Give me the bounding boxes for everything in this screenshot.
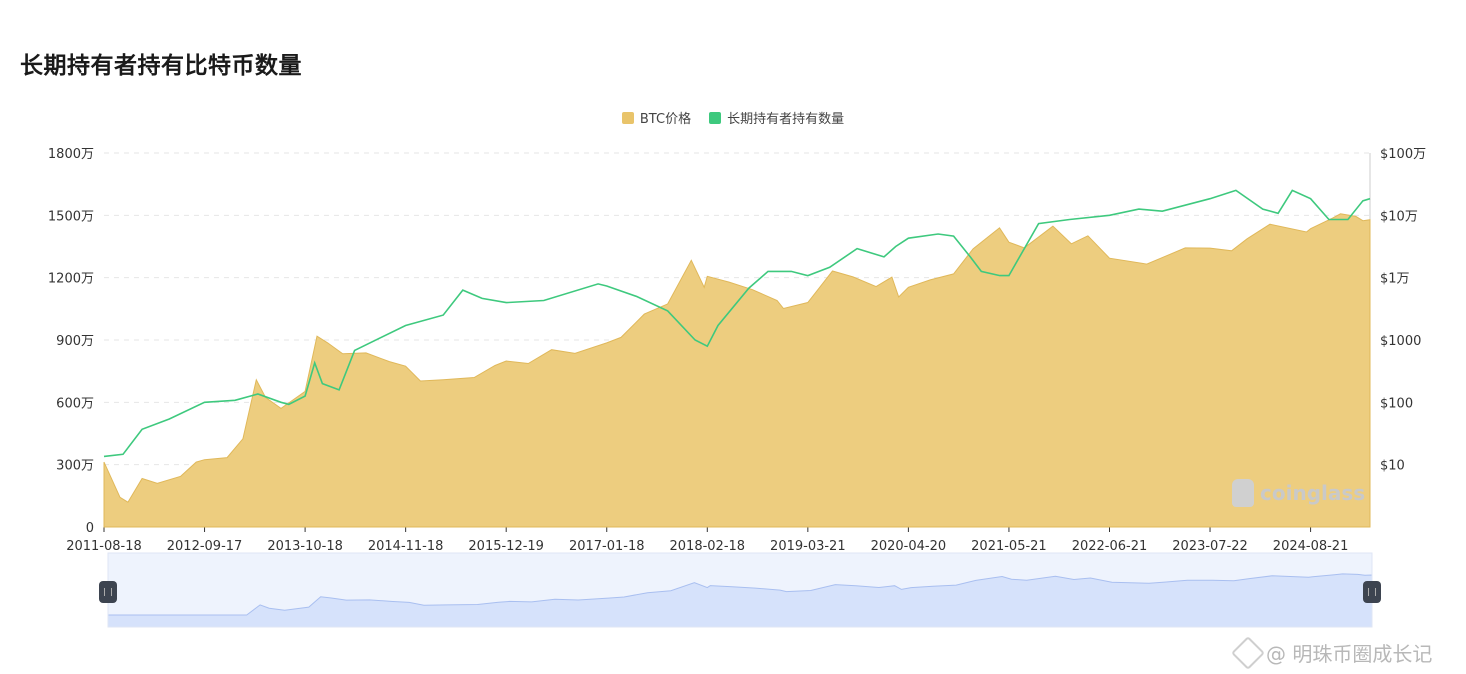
y-left-tick-label: 1200万 bbox=[48, 272, 94, 287]
legend-item-btc-price[interactable]: BTC价格 bbox=[621, 108, 692, 127]
diamond-icon bbox=[1231, 635, 1265, 670]
zoom-handle-right[interactable] bbox=[1363, 581, 1381, 603]
coinglass-logo-icon bbox=[1232, 479, 1254, 507]
x-tick-label: 2012-09-17 bbox=[167, 539, 243, 554]
x-tick-label: 2011-08-18 bbox=[66, 539, 142, 554]
x-tick-label: 2021-05-21 bbox=[971, 539, 1047, 554]
watermark-text: coinglass bbox=[1260, 481, 1366, 505]
x-tick-label: 2017-01-18 bbox=[569, 539, 645, 554]
legend-swatch-btc-price bbox=[621, 111, 634, 124]
footer-text: @ 明珠币圈成长记 bbox=[1266, 642, 1433, 666]
y-left-tick-label: 300万 bbox=[56, 459, 94, 474]
footer-watermark: @ 明珠币圈成长记 bbox=[1231, 635, 1433, 670]
x-tick-label: 2024-08-21 bbox=[1273, 539, 1349, 554]
legend: BTC价格 长期持有者持有数量 bbox=[0, 108, 1466, 127]
coinglass-watermark: coinglass bbox=[1232, 479, 1365, 507]
zoom-slider-preview bbox=[107, 573, 1373, 628]
x-tick-label: 2022-06-21 bbox=[1072, 539, 1148, 554]
x-tick-label: 2023-07-22 bbox=[1172, 539, 1248, 554]
y-right-tick-label: $1万 bbox=[1380, 272, 1410, 287]
y-right-tick-label: $10 bbox=[1380, 459, 1405, 474]
grip-icon bbox=[1368, 588, 1376, 596]
legend-swatch-lth-supply bbox=[709, 111, 722, 124]
grip-icon bbox=[104, 588, 112, 596]
y-left-tick-label: 900万 bbox=[56, 334, 94, 349]
y-left-tick-label: 1500万 bbox=[48, 209, 94, 224]
y-right-tick-label: $1000 bbox=[1380, 334, 1421, 349]
x-tick-label: 2014-11-18 bbox=[368, 539, 444, 554]
x-tick-label: 2020-04-20 bbox=[871, 539, 947, 554]
btc-price-area bbox=[103, 213, 1371, 528]
y-right-tick-label: $10万 bbox=[1380, 209, 1418, 224]
y-left-tick-label: 600万 bbox=[56, 396, 94, 411]
lth-supply-line bbox=[103, 189, 1371, 458]
y-left-tick-label: 1800万 bbox=[48, 147, 94, 162]
x-tick-label: 2015-12-19 bbox=[468, 539, 544, 554]
x-tick-label: 2019-03-21 bbox=[770, 539, 846, 554]
y-left-tick-label: 0 bbox=[86, 521, 94, 536]
y-right-tick-label: $100 bbox=[1380, 396, 1413, 411]
chart-title: 长期持有者持有比特币数量 bbox=[20, 53, 302, 79]
x-tick-label: 2018-02-18 bbox=[670, 539, 746, 554]
x-tick-label: 2013-10-18 bbox=[267, 539, 343, 554]
legend-label-lth-supply: 长期持有者持有数量 bbox=[727, 112, 845, 127]
legend-item-lth-supply[interactable]: 长期持有者持有数量 bbox=[709, 108, 844, 127]
legend-label-btc-price: BTC价格 bbox=[639, 112, 692, 127]
y-right-tick-label: $100万 bbox=[1380, 147, 1426, 162]
zoom-handle-left[interactable] bbox=[99, 581, 117, 603]
